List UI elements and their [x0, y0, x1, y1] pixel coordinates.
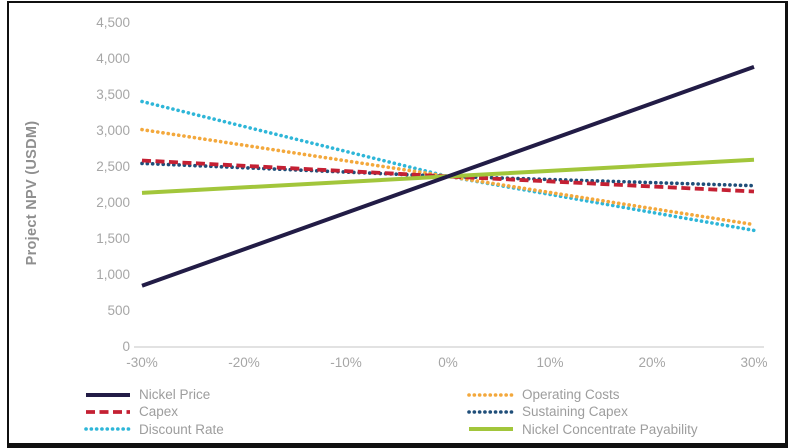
legend-item-operating-costs: Operating Costs	[467, 386, 698, 403]
x-tick-label: 30%	[740, 355, 768, 370]
legend-swatch-discount-rate	[84, 427, 132, 432]
legend-swatch-nickel-price	[86, 392, 130, 397]
legend-item-capex: Capex	[84, 403, 224, 420]
legend-label: Capex	[139, 404, 179, 420]
x-tick-label: -30%	[126, 355, 158, 370]
legend-column: Operating Costs Sustaining Capex Nickel Co…	[467, 386, 698, 438]
y-tick-label: 1,000	[96, 267, 130, 282]
legend-label: Nickel Concentrate Payability	[522, 421, 698, 437]
legend-label: Operating Costs	[522, 387, 620, 403]
legend-item-nickel-price: Nickel Price	[84, 386, 224, 403]
series-line-capex	[141, 158, 755, 194]
legend-swatch-operating-costs	[467, 392, 515, 397]
x-tick-label: -10%	[330, 355, 362, 370]
y-tick-label: 500	[107, 303, 130, 318]
series-line-discount-rate	[140, 99, 756, 233]
y-tick-label: 4,000	[96, 51, 130, 66]
legend-label: Sustaining Capex	[522, 404, 628, 420]
x-tick-label: -20%	[228, 355, 260, 370]
series-line-nickel-price	[141, 65, 755, 288]
legend-swatch-capex	[86, 410, 130, 414]
y-tick-label: 4,500	[96, 15, 130, 30]
x-tick-label: 20%	[638, 355, 666, 370]
legend-swatch-sustaining-capex	[467, 410, 515, 414]
y-tick-label: 0	[122, 339, 130, 354]
legend-column: Nickel Price Capex Discount Rate	[84, 386, 224, 438]
legend-item-sustaining-capex: Sustaining Capex	[467, 403, 698, 420]
legend-item-nickel-concentrate-payability: Nickel Concentrate Payability	[467, 421, 698, 438]
x-tick-label: 10%	[536, 355, 564, 370]
legend-item-discount-rate: Discount Rate	[84, 421, 224, 438]
y-tick-label: 3,000	[96, 123, 130, 138]
legend-swatch-nickel-concentrate-payability	[469, 427, 513, 432]
legend-label: Discount Rate	[139, 421, 224, 437]
y-tick-label: 2,000	[96, 195, 130, 210]
x-tick-label: 0%	[438, 355, 458, 370]
y-tick-label: 3,500	[96, 87, 130, 102]
y-tick-label: 2,500	[96, 159, 130, 174]
y-tick-label: 1,500	[96, 231, 130, 246]
legend-label: Nickel Price	[139, 387, 211, 403]
